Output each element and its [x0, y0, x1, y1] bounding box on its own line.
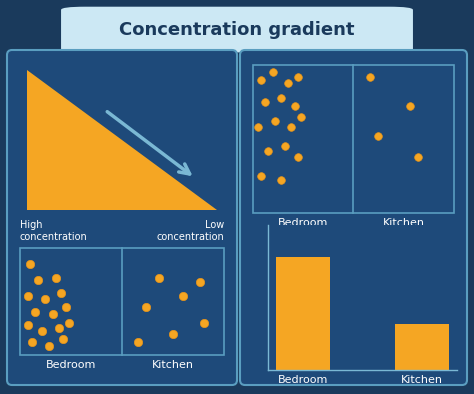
- Text: Kitchen: Kitchen: [383, 218, 425, 228]
- FancyBboxPatch shape: [7, 50, 237, 385]
- Polygon shape: [27, 70, 217, 210]
- Text: Low
concentration: Low concentration: [156, 220, 224, 242]
- Text: Concentration gradient: Concentration gradient: [119, 20, 355, 39]
- Bar: [395, 324, 449, 370]
- Bar: [253, 65, 454, 213]
- Text: Bedroom: Bedroom: [46, 360, 96, 370]
- Text: Bedroom: Bedroom: [278, 218, 328, 228]
- Text: Kitchen: Kitchen: [152, 360, 194, 370]
- Text: High
concentration: High concentration: [20, 220, 88, 242]
- FancyBboxPatch shape: [61, 7, 413, 52]
- FancyBboxPatch shape: [240, 50, 467, 385]
- Bar: [20, 248, 224, 355]
- Bar: [276, 256, 330, 370]
